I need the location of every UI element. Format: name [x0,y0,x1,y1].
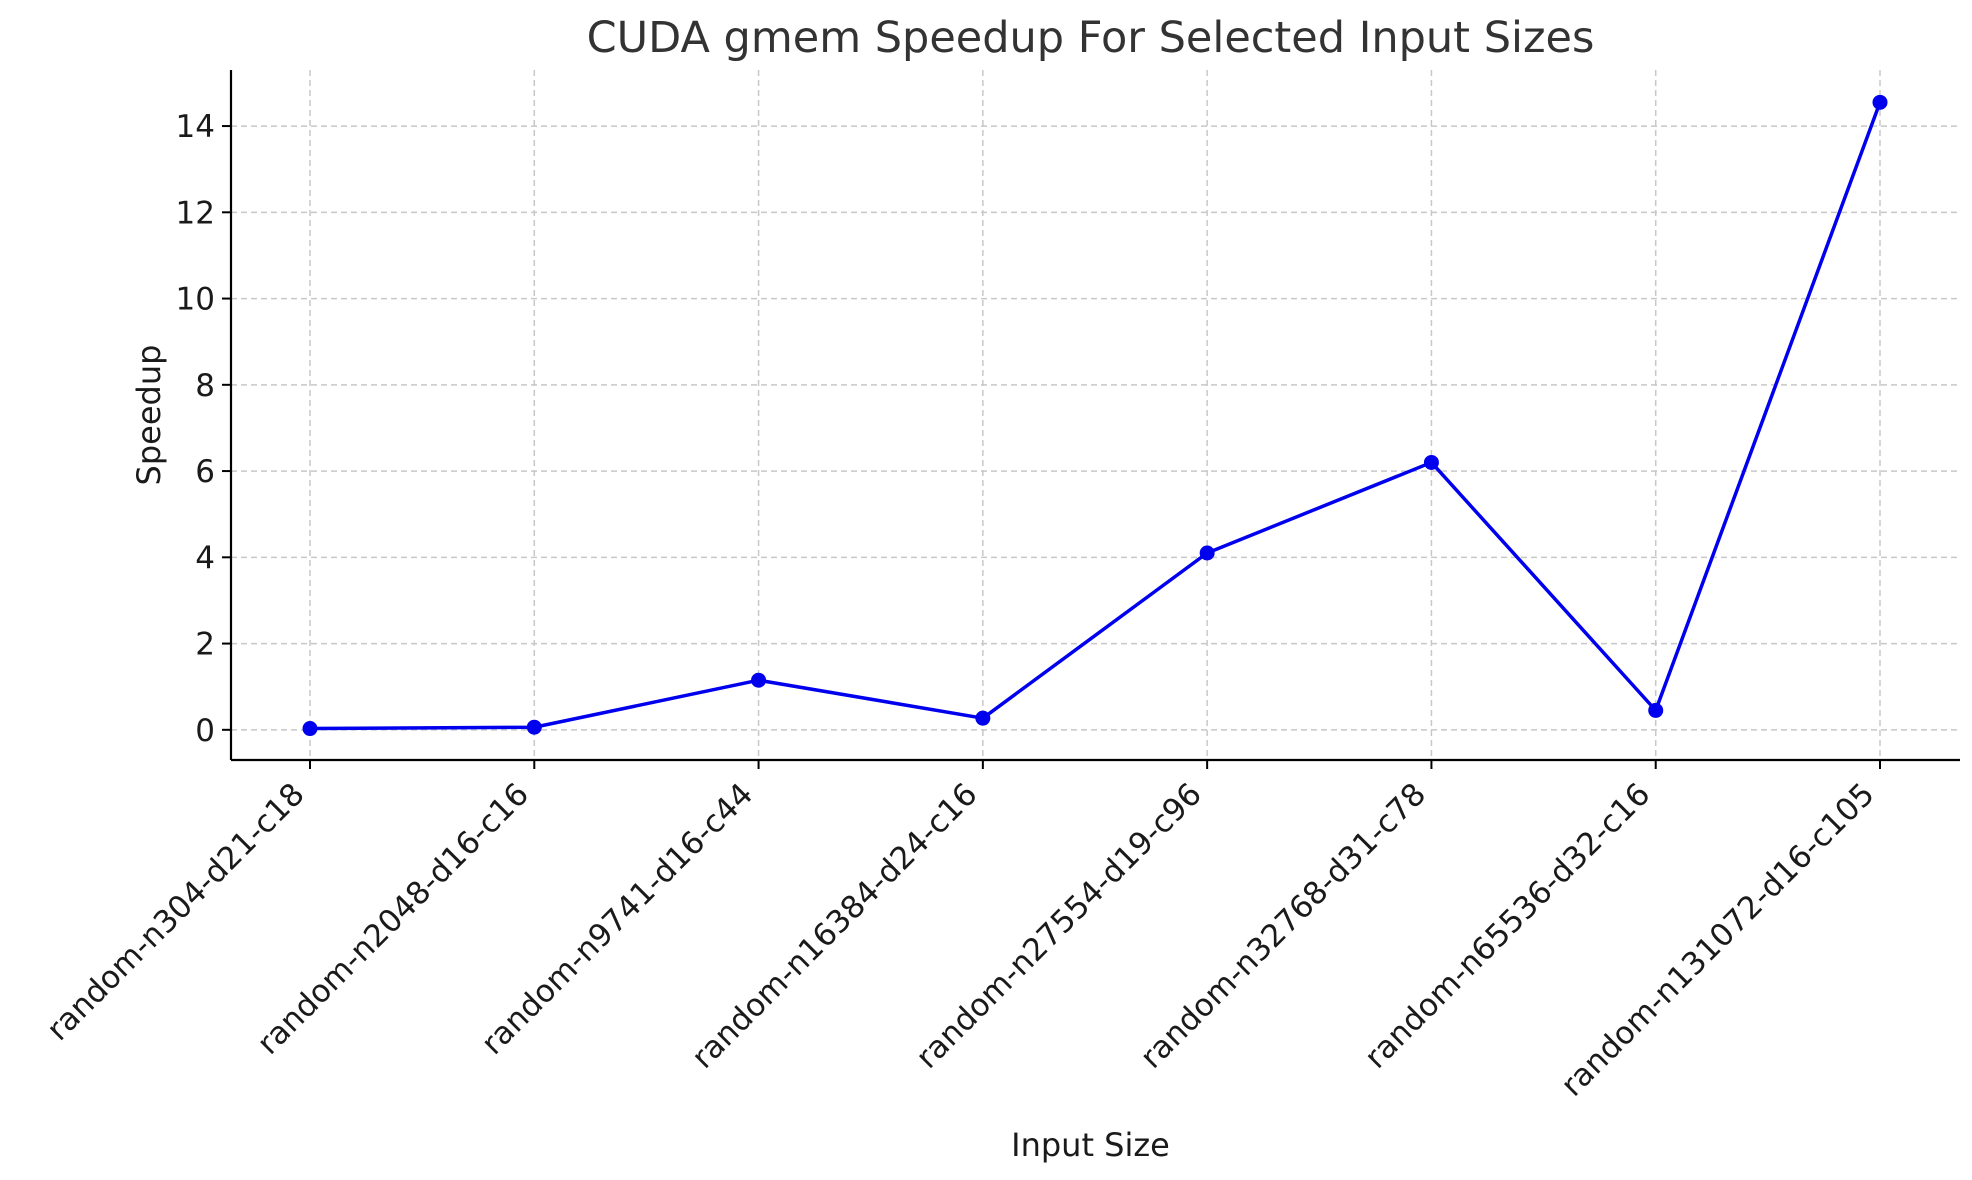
y-tick-label: 2 [195,627,215,663]
axes [229,70,1960,762]
chart-title: CUDA gmem Speedup For Selected Input Siz… [587,13,1595,63]
series [302,94,1888,737]
x-axis-label: Input Size [1011,1126,1170,1164]
y-tick-label: 10 [176,282,215,318]
y-tick-label: 12 [176,195,215,231]
y-tick-label: 14 [176,109,215,145]
series-line [309,101,1882,731]
x-ticks: random-n304-d21-c18random-n2048-d16-c16r… [40,760,1882,1104]
grid-lines [231,70,1960,760]
y-ticks: 0 2 4 6 8 10 12 14 [176,109,231,749]
y-axis-label: Speedup [130,345,168,486]
y-tick-label: 0 [195,713,215,749]
data-point [1423,454,1439,470]
y-tick-label: 4 [195,540,215,576]
data-point [1648,702,1664,718]
data-point [975,710,991,726]
x-tick-label: random-n304-d21-c18 [40,776,312,1048]
data-point [751,672,767,688]
data-point [1872,94,1888,110]
data-point [1199,545,1215,561]
y-tick-label: 8 [195,368,215,404]
data-point [302,721,318,737]
data-point [526,719,542,735]
y-tick-label: 6 [195,454,215,490]
